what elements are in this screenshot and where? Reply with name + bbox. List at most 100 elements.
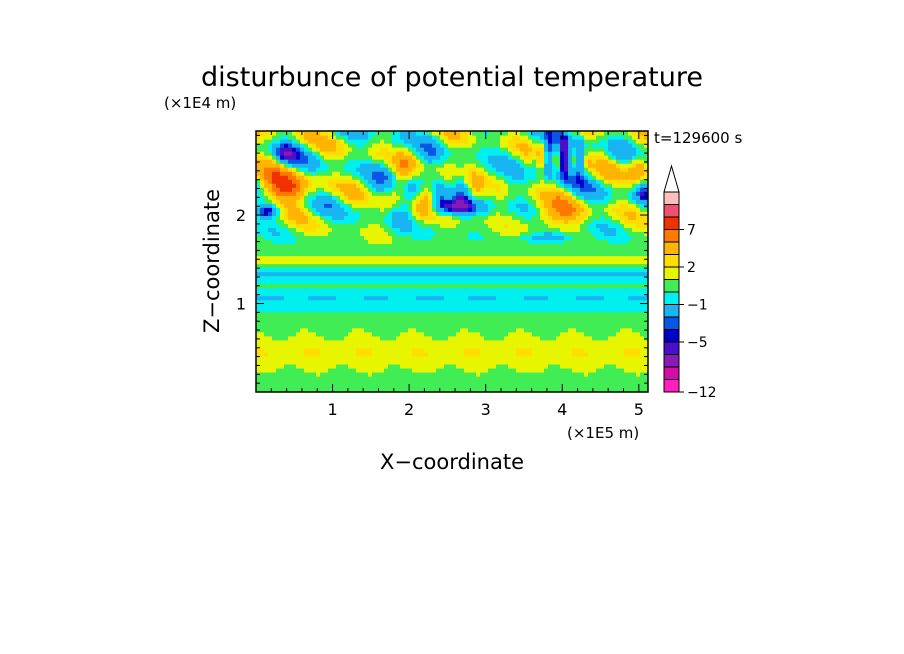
contour-cell	[404, 151, 413, 156]
contour-cell	[540, 203, 545, 208]
contour-cell	[256, 247, 648, 253]
contour-cell	[468, 183, 473, 188]
contour-cell	[316, 219, 325, 224]
contour-cell	[596, 187, 605, 192]
contour-cell	[612, 155, 617, 160]
contour-cell	[280, 171, 293, 176]
contour-cell	[304, 191, 309, 196]
contour-cell	[304, 203, 309, 208]
contour-cell	[264, 211, 269, 216]
contour-cell	[496, 175, 505, 180]
contour-cell	[256, 339, 648, 345]
contour-cell	[256, 231, 273, 236]
contour-cell	[584, 159, 589, 164]
contour-cell	[568, 135, 573, 140]
contour-cell	[548, 295, 577, 301]
contour-cell	[460, 215, 473, 220]
contour-cell	[368, 179, 377, 184]
contour-cell	[336, 131, 341, 136]
contour-cell	[340, 191, 345, 196]
contour-cell	[416, 163, 421, 168]
contour-cell	[636, 183, 641, 188]
contour-cell	[392, 171, 397, 176]
contour-cell	[356, 179, 361, 184]
contour-cell	[552, 143, 561, 148]
contour-cell	[256, 371, 317, 377]
contour-cell	[432, 227, 493, 232]
contour-cell	[452, 175, 465, 180]
contour-cell	[308, 159, 321, 164]
contour-cell	[256, 379, 648, 385]
contour-cell	[532, 215, 541, 220]
contour-cell	[300, 171, 305, 176]
contour-cell	[344, 155, 373, 160]
contour-cell	[624, 227, 633, 232]
contour-cell	[432, 191, 437, 196]
contour-cell	[536, 199, 541, 204]
contour-cell	[344, 195, 349, 200]
contour-cell	[636, 223, 648, 228]
contour-cell	[256, 343, 648, 349]
contour-cell	[408, 215, 413, 220]
contour-cell	[272, 199, 277, 204]
contour-cell	[640, 139, 648, 144]
contour-cell	[604, 147, 609, 152]
contour-cell	[408, 179, 425, 184]
contour-cell	[392, 139, 405, 144]
contour-cell	[608, 143, 633, 148]
contour-cell	[288, 207, 301, 212]
contour-cell	[528, 139, 533, 144]
contour-cell	[536, 191, 541, 196]
contour-cell	[280, 159, 289, 164]
contour-cell	[276, 131, 293, 136]
contour-cell	[560, 159, 565, 164]
contour-cell	[544, 231, 553, 236]
contour-cell	[456, 183, 465, 188]
contour-cell	[544, 155, 549, 160]
contour-cell	[364, 179, 369, 184]
contour-cell	[572, 147, 577, 152]
contour-cell	[532, 135, 541, 140]
contour-cell	[304, 131, 321, 136]
contour-cell	[304, 151, 313, 156]
contour-cell	[380, 223, 389, 228]
contour-cell	[560, 175, 565, 180]
contour-cell	[312, 183, 329, 188]
contour-cell	[412, 167, 417, 172]
contour-cell	[604, 195, 613, 200]
colorbar-swatch	[663, 241, 680, 255]
contour-cell	[256, 323, 648, 329]
contour-cell	[560, 163, 565, 168]
colorbar-swatch	[663, 316, 680, 330]
contour-cell	[412, 143, 421, 148]
contour-cell	[432, 135, 437, 140]
contour-cell	[468, 203, 473, 208]
contour-cell	[464, 199, 469, 204]
contour-cell	[620, 167, 629, 172]
contour-cell	[644, 163, 648, 168]
contour-cell	[348, 331, 373, 337]
contour-cell	[576, 179, 585, 184]
contour-cell	[580, 203, 585, 208]
contour-cell	[364, 327, 409, 333]
contour-cell	[388, 159, 393, 164]
contour-cell	[412, 347, 425, 353]
contour-cell	[272, 151, 277, 156]
contour-cell	[608, 211, 617, 216]
contour-cell	[548, 363, 561, 369]
contour-cell	[468, 171, 473, 176]
contour-cell	[284, 215, 289, 220]
contour-cell	[588, 223, 597, 228]
contour-cell	[568, 187, 573, 192]
contour-cell	[616, 331, 641, 337]
contour-cell	[528, 179, 541, 184]
contour-cell	[476, 187, 481, 192]
contour-cell	[256, 307, 648, 313]
contour-cell	[256, 139, 265, 144]
contour-cell	[428, 211, 433, 216]
contour-cell	[572, 203, 581, 208]
contour-cell	[316, 147, 321, 152]
colorbar-tick-label: 7	[687, 223, 696, 239]
contour-cell	[272, 135, 281, 140]
contour-cell	[628, 167, 645, 172]
